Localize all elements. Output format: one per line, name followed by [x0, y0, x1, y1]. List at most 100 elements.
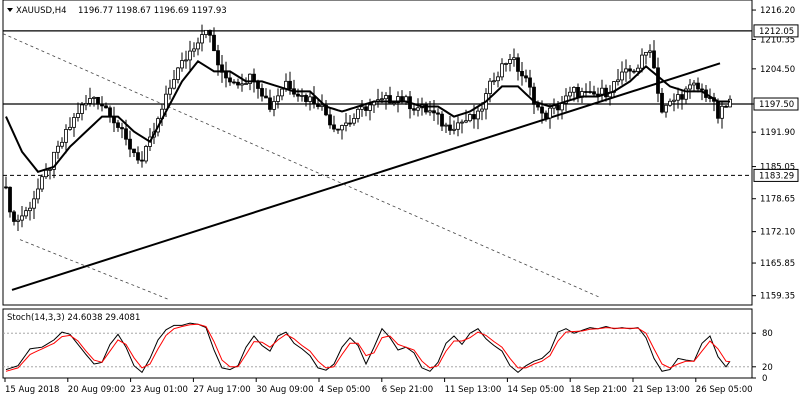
- candle-body: [572, 87, 576, 93]
- candle-body: [416, 107, 420, 111]
- candle-body: [504, 63, 508, 65]
- candle-body: [728, 98, 732, 108]
- price-tick-label: 1204.50: [760, 65, 795, 75]
- stoch-tick-label: 0: [762, 374, 767, 384]
- candle-body: [260, 88, 264, 97]
- candle-body: [460, 121, 464, 124]
- candle-body: [12, 211, 16, 222]
- candle-body: [724, 105, 728, 108]
- stoch-signal-line: [5, 323, 731, 372]
- price-axis: 1216.20 1210.35 1204.50 1197.50 1191.90 1185.…: [752, 6, 795, 302]
- candle-body: [144, 146, 148, 162]
- candle-body: [68, 126, 72, 130]
- candle-body: [564, 95, 568, 104]
- price-tag-box: [753, 24, 799, 38]
- candle-body: [588, 91, 592, 93]
- candle-body: [224, 71, 228, 79]
- candle-body: [132, 148, 136, 154]
- candle-body: [476, 110, 480, 120]
- candle-body: [192, 48, 196, 52]
- candle-body: [96, 96, 100, 105]
- price-tick-label: 1172.10: [760, 228, 795, 238]
- candle-body: [288, 80, 292, 90]
- candle-body: [632, 70, 636, 73]
- candle-body: [316, 103, 320, 107]
- candle-body: [396, 96, 400, 104]
- candle-body: [512, 57, 516, 60]
- candle-body: [4, 186, 8, 189]
- candle-body: [688, 84, 692, 90]
- candle-body: [352, 118, 356, 124]
- candle-body: [424, 104, 428, 113]
- candle-body: [680, 94, 684, 100]
- candle-body: [520, 70, 524, 77]
- candle-body: [596, 93, 600, 96]
- candle-body: [272, 101, 276, 110]
- candle-body: [28, 207, 32, 212]
- candle-body: [392, 102, 396, 105]
- candle-body: [236, 81, 240, 86]
- candle-body: [444, 124, 448, 127]
- candle-body: [112, 116, 116, 124]
- candle-body: [652, 50, 656, 69]
- candle-body: [84, 102, 88, 106]
- descending-channel-upper-line[interactable]: [2, 33, 601, 298]
- price-tag-label: 1183.29: [759, 171, 794, 181]
- candle-body: [100, 103, 104, 107]
- candle-body: [40, 176, 44, 190]
- price-tick-label: 1210.35: [760, 35, 795, 45]
- candle-body: [104, 105, 108, 109]
- candle-body: [664, 104, 668, 113]
- candle-body: [676, 94, 680, 101]
- ohlc-readout: 1196.77 1198.67 1196.69 1197.93: [78, 6, 227, 16]
- time-tick-label: 6 Sep 21:00: [382, 385, 433, 395]
- candle-body: [524, 75, 528, 79]
- candle-body: [64, 129, 68, 143]
- stochastic-oscillator: 80 200: [3, 322, 773, 384]
- candle-body: [716, 100, 720, 119]
- candle-body: [480, 108, 484, 112]
- candle-body: [344, 122, 348, 126]
- candle-body: [604, 87, 608, 98]
- descending-channel-lower-line[interactable]: [19, 239, 171, 301]
- candle-body: [620, 71, 624, 81]
- candle-body: [240, 83, 244, 86]
- time-tick-label: 18 Sep 21:00: [570, 385, 627, 395]
- candle-body: [308, 96, 312, 102]
- candle-body: [656, 67, 660, 94]
- candle-body: [188, 50, 192, 61]
- stoch-label: Stoch(14,3,3) 24.6038 29.4081: [7, 313, 140, 323]
- candle-body: [176, 67, 180, 80]
- candle-body: [696, 82, 700, 90]
- chart-menu-triangle-icon[interactable]: [7, 8, 13, 12]
- candle-body: [8, 186, 12, 213]
- candle-body: [536, 103, 540, 108]
- price-tick-label: 1216.20: [760, 6, 795, 16]
- candle-body: [556, 105, 560, 111]
- price-tag-label: 1212.05: [759, 27, 794, 37]
- candle-body: [168, 87, 172, 95]
- candle-body: [184, 59, 188, 62]
- candle-body: [368, 104, 372, 111]
- candle-body: [36, 188, 40, 200]
- candle-body: [180, 60, 184, 69]
- candle-body: [388, 95, 392, 104]
- time-tick-label: 23 Aug 01:00: [131, 385, 188, 395]
- candle-body: [248, 73, 252, 84]
- candle-body: [640, 54, 644, 69]
- candle-body: [124, 128, 128, 140]
- candle-body: [692, 82, 696, 86]
- candle-body: [364, 106, 368, 111]
- candle-body: [232, 81, 236, 84]
- price-tag-box: [753, 97, 799, 111]
- candle-body: [44, 169, 48, 178]
- candle-body: [668, 100, 672, 106]
- candle-body: [204, 29, 208, 35]
- candle-body: [356, 108, 360, 119]
- candle-body: [616, 79, 620, 82]
- time-tick-label: 14 Sep 05:00: [507, 385, 564, 395]
- candle-body: [296, 93, 300, 97]
- candle-body: [332, 124, 336, 130]
- candle-body: [624, 68, 628, 73]
